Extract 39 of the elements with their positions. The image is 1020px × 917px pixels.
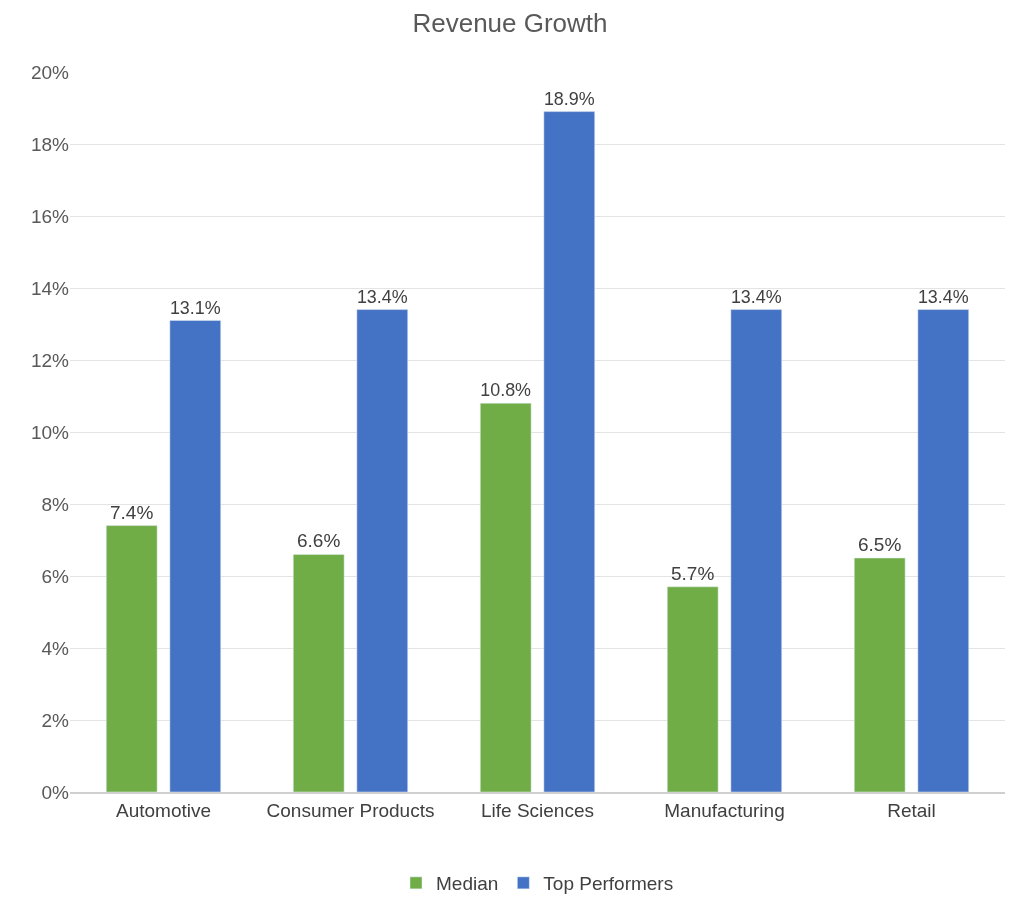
- y-tick-label: 18%: [30, 133, 70, 155]
- data-label: 6.5%: [858, 534, 902, 555]
- legend-label: Median: [436, 873, 499, 895]
- x-tick-label: Life Sciences: [480, 799, 595, 821]
- data-label: 13.4%: [356, 286, 408, 307]
- bar: [917, 309, 969, 792]
- legend-label: Top Performers: [543, 873, 674, 895]
- y-tick-label: 10%: [30, 421, 70, 443]
- chart-title: Revenue Growth: [412, 7, 608, 38]
- y-tick-label: 14%: [30, 277, 70, 299]
- y-tick-label: 12%: [30, 349, 70, 371]
- bar: [480, 402, 532, 792]
- y-tick-label: 2%: [41, 709, 70, 731]
- x-tick-label: Consumer Products: [266, 799, 435, 821]
- data-label: 6.6%: [297, 530, 341, 552]
- data-label: 10.8%: [480, 380, 532, 401]
- bar: [106, 525, 158, 792]
- bar: [356, 309, 408, 792]
- x-tick-label: Automotive: [115, 799, 212, 821]
- x-tick-label: Manufacturing: [664, 799, 785, 821]
- bar: [169, 320, 221, 792]
- bar: [293, 554, 345, 792]
- data-label: 13.4%: [917, 286, 969, 307]
- y-tick-label: 16%: [30, 205, 70, 227]
- bar: [854, 557, 906, 792]
- y-tick-label: 6%: [41, 565, 70, 587]
- data-label: 13.4%: [730, 286, 782, 307]
- y-tick-label: 8%: [41, 493, 70, 515]
- data-label: 5.7%: [671, 562, 715, 584]
- y-tick-label: 20%: [30, 61, 70, 83]
- data-label: 7.4%: [110, 501, 154, 523]
- y-tick-label: 0%: [41, 781, 70, 803]
- data-label: 18.9%: [543, 88, 595, 109]
- bar: [730, 309, 782, 792]
- y-tick-label: 4%: [41, 637, 70, 659]
- data-label: 13.1%: [169, 297, 221, 318]
- bar: [543, 111, 595, 792]
- bar: [667, 586, 719, 792]
- x-tick-label: Retail: [887, 799, 936, 821]
